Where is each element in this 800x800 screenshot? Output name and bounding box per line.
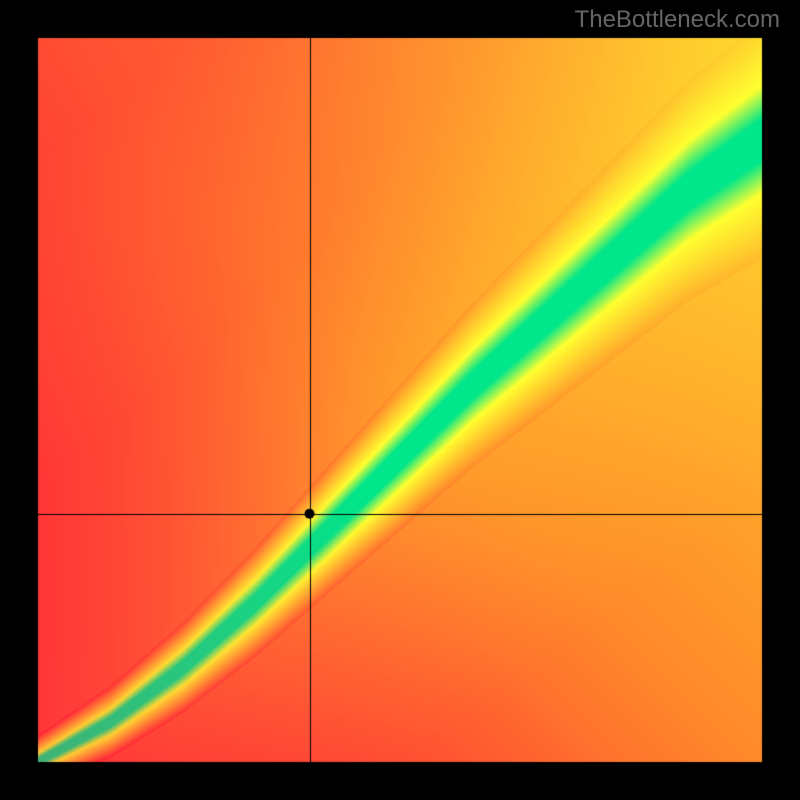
bottleneck-heatmap-canvas — [0, 0, 800, 800]
chart-container: TheBottleneck.com — [0, 0, 800, 800]
watermark-text: TheBottleneck.com — [575, 6, 780, 34]
